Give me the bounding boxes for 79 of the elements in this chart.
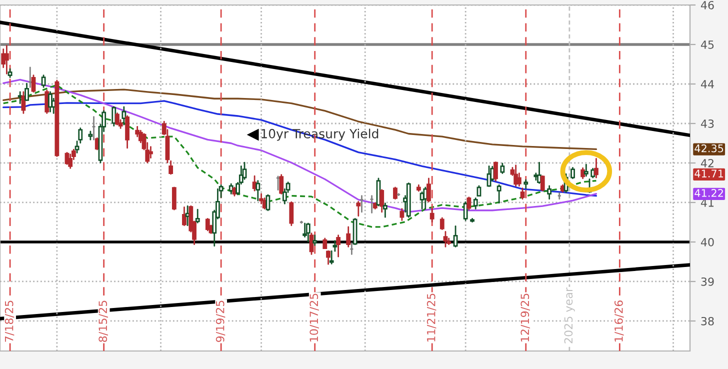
candlestick [115,112,120,126]
y-tick-label: 40 [700,238,714,246]
x-tick-label: 1/16/26 [614,300,624,342]
candlestick [473,197,478,210]
ref-line-label: 2025 year [564,287,575,344]
candlestick [516,172,522,187]
candlestick [312,234,318,246]
candlestick [182,206,186,226]
x-tick-label: 11/21/25 [426,294,436,342]
y-tick-label: 42 [700,158,714,168]
candlestick [24,82,29,101]
candlestick [494,162,498,182]
x-tick-label: 10/17/25 [310,294,319,342]
candlestick [172,186,176,210]
candlestick [547,185,552,200]
candlestick [122,106,126,126]
candlestick [125,115,130,149]
y-tick-label: 38 [701,316,714,326]
candlestick [256,180,260,202]
candlestick [584,164,588,177]
line-series [2,88,598,150]
candlestick [594,158,598,178]
y-tick-label: 43 [700,119,714,128]
candlestick [332,240,338,252]
candlestick [393,186,398,200]
candlestick [44,90,50,114]
candlestick [440,217,444,230]
candlestick [466,196,472,210]
candlestick [306,222,310,242]
candlestick [400,208,404,221]
y-tick-label: 45 [700,40,714,49]
candlestick [78,128,83,144]
candlestick [18,91,22,104]
candlestick [326,250,330,265]
candlestick [520,188,525,200]
candlestick [279,174,284,194]
y-tick-label: 46 [700,0,714,10]
candlestick [336,234,341,258]
candlestick [302,222,308,238]
y-tick-label: 44 [700,80,714,88]
candlestick [346,226,351,248]
candlestick [496,184,502,204]
candlestick [168,160,174,175]
x-tick-label: 8/15/25 [98,300,108,342]
candlestick [426,178,431,202]
candlestick [580,167,586,180]
candlestick [74,140,80,154]
text: 41.71 [694,170,724,178]
candlestick [4,44,9,74]
candlestick [289,201,294,226]
candlestick [463,201,468,221]
text: 42.35 [694,144,724,152]
candlestick [382,202,388,218]
candlestick [148,146,153,159]
candlestick [430,208,434,223]
candlestick [476,185,482,196]
x-tick-label: 9/19/25 [216,300,226,342]
candlestick [41,74,46,88]
candlestick [21,91,26,114]
candlestick [380,189,384,213]
candlestick [540,175,545,192]
candlestick [443,231,448,248]
candlestick [570,167,575,180]
x-tick-label: 7/18/25 [4,300,14,342]
candlestick [112,106,116,127]
candlestick [356,201,361,217]
candlestick [329,250,334,264]
candlestick [228,183,234,194]
candlestick [31,74,36,93]
candlestick [500,162,505,174]
candlestick [48,91,52,112]
y-tick-label: 39 [701,277,714,286]
candlestick [453,225,458,248]
candlestick [266,194,270,212]
candlestick [205,218,210,232]
x-tick-label: 12/19/25 [520,294,530,342]
candlestick [195,208,200,224]
text: 41.22 [694,189,723,197]
candlestick [322,238,328,249]
